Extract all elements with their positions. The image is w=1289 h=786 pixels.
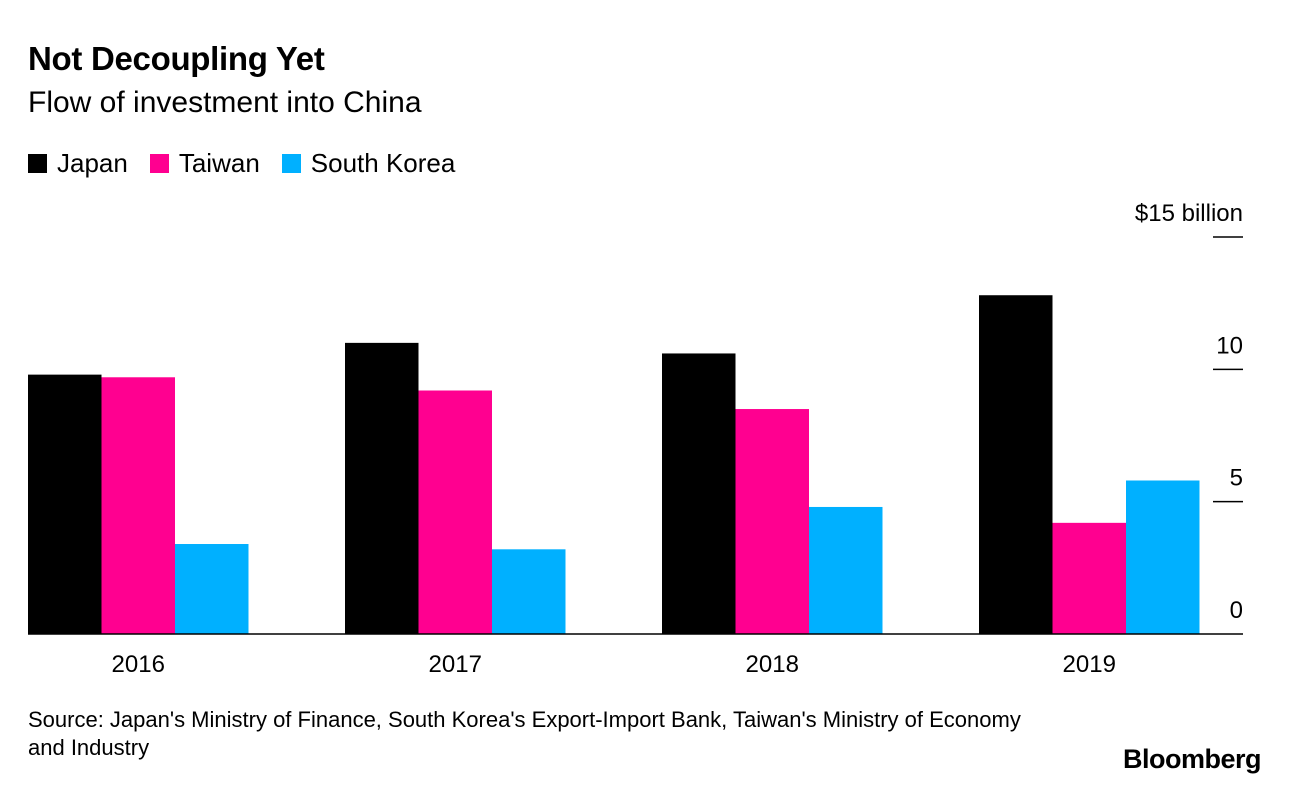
legend-label-japan: Japan bbox=[57, 148, 128, 178]
x-tick-label-2017: 2017 bbox=[429, 651, 482, 678]
bloomberg-logo: Bloomberg bbox=[1122, 744, 1262, 774]
legend-item-taiwan: Taiwan bbox=[149, 148, 260, 179]
bar-japan-2019 bbox=[979, 295, 1053, 634]
bar-south-korea-2019 bbox=[1126, 480, 1200, 634]
y-tick-label-15: $15 billion bbox=[1135, 200, 1243, 227]
legend-swatch-south-korea bbox=[281, 154, 301, 173]
bar-taiwan-2017 bbox=[418, 390, 492, 634]
chart-title: Not Decoupling Yet bbox=[28, 40, 325, 77]
y-tick-label-10: 10 bbox=[1216, 332, 1243, 359]
source-note: Source: Japan's Ministry of Finance, Sou… bbox=[28, 707, 1021, 760]
bar-taiwan-2019 bbox=[1052, 522, 1126, 634]
bar-japan-2017 bbox=[345, 342, 419, 634]
legend-swatch-taiwan bbox=[149, 154, 169, 173]
bar-taiwan-2018 bbox=[735, 409, 809, 634]
x-tick-label-2016: 2016 bbox=[112, 651, 165, 678]
x-tick-label-2019: 2019 bbox=[1063, 651, 1116, 678]
bar-japan-2016 bbox=[28, 374, 102, 634]
bar-south-korea-2017 bbox=[492, 549, 566, 634]
y-tick-label-5: 5 bbox=[1230, 465, 1243, 492]
y-tick-label-0: 0 bbox=[1230, 597, 1243, 624]
legend-item-south-korea: South Korea bbox=[281, 148, 456, 179]
legend-label-taiwan: Taiwan bbox=[178, 148, 260, 178]
chart-legend: Japan Taiwan South Korea bbox=[28, 148, 477, 179]
legend-swatch-japan bbox=[28, 154, 47, 173]
bar-south-korea-2016 bbox=[175, 544, 249, 634]
legend-label-south-korea: South Korea bbox=[310, 148, 456, 178]
bar-japan-2018 bbox=[662, 353, 736, 634]
x-tick-label-2018: 2018 bbox=[746, 651, 799, 678]
bar-south-korea-2018 bbox=[809, 506, 883, 634]
bar-taiwan-2016 bbox=[101, 377, 175, 634]
chart-subtitle: Flow of investment into China bbox=[28, 86, 422, 119]
legend-item-japan: Japan bbox=[28, 148, 128, 179]
